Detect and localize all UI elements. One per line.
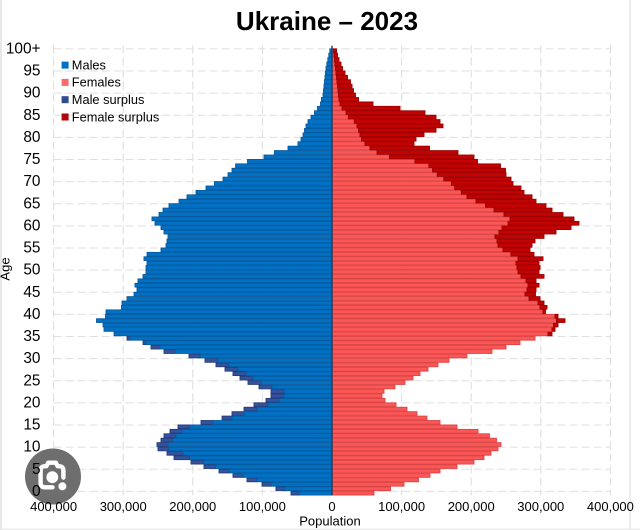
- svg-text:70: 70: [23, 173, 40, 190]
- svg-text:Females: Females: [72, 75, 121, 90]
- svg-text:30: 30: [23, 350, 40, 367]
- svg-text:0: 0: [328, 499, 335, 514]
- svg-text:80: 80: [23, 129, 40, 146]
- svg-text:Ukraine – 2023: Ukraine – 2023: [236, 6, 418, 36]
- svg-text:100+: 100+: [6, 40, 41, 57]
- svg-text:10: 10: [23, 439, 40, 456]
- svg-text:65: 65: [23, 195, 40, 212]
- svg-text:5: 5: [32, 461, 41, 478]
- svg-text:15: 15: [23, 417, 40, 434]
- svg-text:95: 95: [23, 63, 40, 80]
- svg-text:300,000: 300,000: [100, 499, 147, 514]
- svg-text:200,000: 200,000: [169, 499, 216, 514]
- svg-text:20: 20: [23, 394, 40, 411]
- svg-text:40: 40: [23, 306, 40, 323]
- svg-text:35: 35: [23, 328, 40, 345]
- svg-text:90: 90: [23, 85, 40, 102]
- svg-text:75: 75: [23, 151, 40, 168]
- svg-text:85: 85: [23, 107, 40, 124]
- svg-text:60: 60: [23, 217, 40, 234]
- svg-text:200,000: 200,000: [448, 499, 495, 514]
- svg-text:Population: Population: [299, 514, 360, 529]
- svg-text:300,000: 300,000: [517, 499, 564, 514]
- svg-text:Age: Age: [0, 257, 13, 280]
- svg-text:25: 25: [23, 372, 40, 389]
- svg-text:0: 0: [32, 483, 41, 500]
- svg-text:55: 55: [23, 240, 40, 257]
- svg-text:45: 45: [23, 284, 40, 301]
- svg-text:400,000: 400,000: [30, 499, 77, 514]
- svg-text:100,000: 100,000: [239, 499, 286, 514]
- svg-text:Female surplus: Female surplus: [72, 109, 159, 124]
- svg-text:400,000: 400,000: [587, 499, 634, 514]
- svg-text:Males: Males: [72, 57, 106, 72]
- svg-text:50: 50: [23, 262, 40, 279]
- svg-text:100,000: 100,000: [378, 499, 425, 514]
- svg-text:Male surplus: Male surplus: [72, 92, 145, 107]
